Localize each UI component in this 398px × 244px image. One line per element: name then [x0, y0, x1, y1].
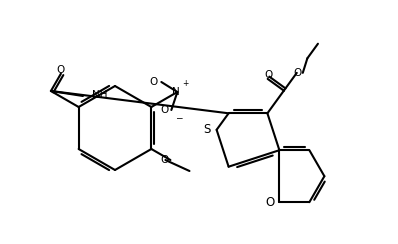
Text: N: N	[172, 87, 180, 97]
Text: O: O	[160, 155, 168, 165]
Text: NH: NH	[92, 90, 107, 100]
Text: O: O	[265, 196, 274, 209]
Text: S: S	[203, 123, 211, 136]
Text: O: O	[265, 70, 273, 80]
Text: O: O	[149, 77, 157, 87]
Text: O: O	[57, 65, 65, 75]
Text: +: +	[182, 79, 189, 88]
Text: −: −	[176, 113, 183, 122]
Text: O: O	[294, 68, 302, 78]
Text: O: O	[160, 105, 168, 115]
